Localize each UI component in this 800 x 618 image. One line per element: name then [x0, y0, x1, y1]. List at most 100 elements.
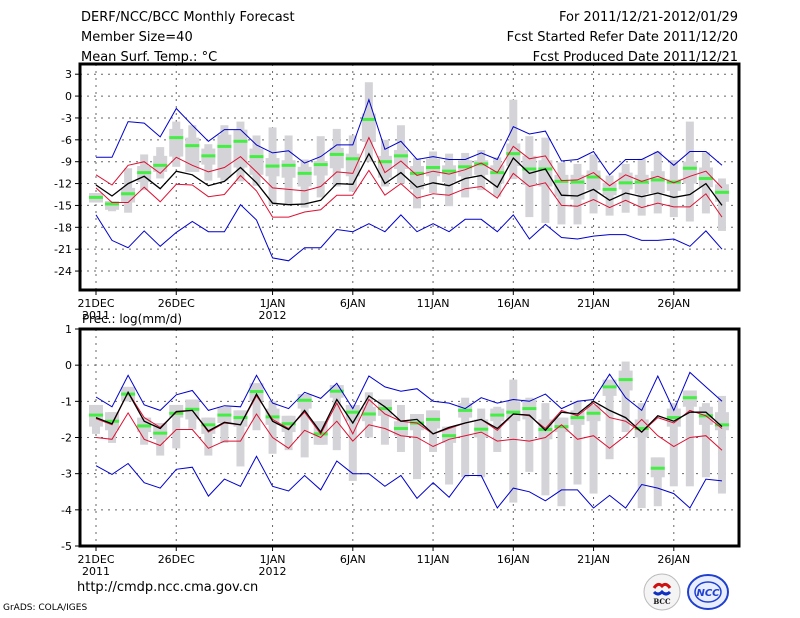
median-mark: [602, 187, 617, 191]
whisker-bar: [380, 399, 389, 445]
series-line-ensemble-max: [95, 371, 723, 412]
iqr-box: [634, 174, 649, 194]
whisker-bar: [477, 408, 486, 478]
median-mark: [185, 407, 200, 411]
iqr-box: [249, 148, 264, 175]
median-mark: [474, 162, 489, 166]
median-mark: [634, 426, 649, 430]
median-mark: [570, 180, 585, 184]
median-mark: [522, 167, 537, 171]
header-right: For 2011/12/21-2012/01/29 Fcst Started R…: [507, 8, 738, 68]
y-tick-label: -6: [61, 134, 72, 147]
variable-label: Mean Surf. Temp.: °C: [81, 50, 218, 65]
median-mark: [233, 139, 248, 143]
iqr-box: [490, 165, 505, 184]
x-tick-label: 26JAN: [657, 553, 690, 566]
median-mark: [217, 413, 232, 417]
median-mark: [682, 166, 697, 170]
whisker-bar: [541, 403, 550, 496]
median-mark: [329, 152, 344, 156]
median-mark: [393, 154, 408, 158]
median-mark: [377, 160, 392, 164]
median-mark: [345, 157, 360, 161]
iqr-box: [329, 147, 344, 169]
header-left: DERF/NCC/BCC Monthly Forecast Member Siz…: [81, 8, 295, 68]
median-mark: [153, 163, 168, 167]
median-mark: [666, 180, 681, 184]
whisker-bar: [284, 415, 293, 451]
iqr-box: [554, 174, 569, 197]
median-mark: [217, 144, 232, 148]
median-mark: [281, 422, 296, 426]
y-tick-label: -24: [54, 265, 72, 278]
whisker-bar: [413, 413, 421, 480]
iqr-box: [217, 134, 232, 178]
median-mark: [233, 416, 248, 420]
median-mark: [554, 179, 569, 183]
bcc-logo: BCC: [642, 572, 682, 616]
median-mark: [554, 425, 569, 429]
median-mark: [426, 417, 441, 421]
whisker-bar: [573, 401, 582, 485]
x-tick-label: 1JAN: [260, 553, 286, 566]
whisker-bar: [637, 403, 646, 509]
x-tick-year-label: 2012: [259, 309, 287, 322]
source-url[interactable]: http://cmdp.ncc.cma.gov.cn: [77, 580, 259, 595]
median-mark: [249, 390, 264, 394]
member-size: Member Size=40: [81, 30, 193, 45]
x-tick-year-label: 2011: [82, 565, 110, 578]
median-mark: [281, 163, 296, 167]
median-mark: [297, 171, 312, 175]
start-date: Fcst Started Refer Date 2011/12/20: [506, 30, 738, 45]
iqr-box: [393, 150, 408, 169]
x-tick-label: 16JAN: [497, 297, 530, 310]
iqr-box: [538, 160, 553, 187]
median-mark: [249, 155, 264, 159]
x-tick-year-label: 2012: [259, 565, 287, 578]
median-mark: [265, 415, 280, 419]
series-line-ensemble-min: [95, 203, 723, 262]
median-mark: [714, 423, 729, 427]
y-tick-label: -2: [61, 432, 72, 445]
whisker-bar: [429, 410, 438, 452]
ncc-logo-text: NCC: [696, 588, 720, 599]
whisker-bar: [236, 410, 245, 467]
iqr-box: [586, 170, 601, 191]
x-tick-label: 26DEC: [158, 553, 195, 566]
whisker-bar: [493, 406, 502, 452]
x-tick-label: 21JAN: [577, 297, 610, 310]
median-mark: [506, 410, 521, 414]
x-tick-label: 26JAN: [657, 297, 690, 310]
median-mark: [714, 190, 729, 194]
series-line-ensemble-min: [95, 455, 723, 509]
median-mark: [105, 419, 120, 423]
median-mark: [442, 169, 457, 173]
median-mark: [666, 416, 681, 420]
iqr-box: [153, 423, 168, 440]
whisker-bar: [685, 390, 694, 487]
y-tick-label: 1: [65, 323, 72, 336]
whisker-bar: [204, 417, 213, 456]
y-tick-label: -15: [54, 199, 72, 212]
median-mark: [650, 466, 665, 470]
ncc-logo: NCC: [686, 572, 730, 616]
x-tick-label: 1JAN: [260, 297, 286, 310]
median-mark: [137, 424, 152, 428]
median-mark: [121, 192, 136, 196]
whisker-bar: [605, 379, 614, 460]
whisker-bar: [653, 457, 662, 507]
y-tick-label: -18: [54, 221, 72, 234]
median-mark: [329, 389, 344, 393]
median-mark: [410, 171, 424, 175]
median-mark: [153, 431, 168, 435]
median-mark: [586, 175, 601, 179]
whisker-bar: [461, 397, 470, 478]
median-mark: [265, 164, 280, 168]
median-mark: [89, 195, 103, 199]
plot-frame: [78, 327, 741, 548]
forecast-period: For 2011/12/21-2012/01/29: [559, 10, 738, 25]
iqr-box: [714, 412, 729, 431]
y-tick-label: -9: [61, 156, 72, 169]
whisker-bar: [621, 361, 630, 433]
